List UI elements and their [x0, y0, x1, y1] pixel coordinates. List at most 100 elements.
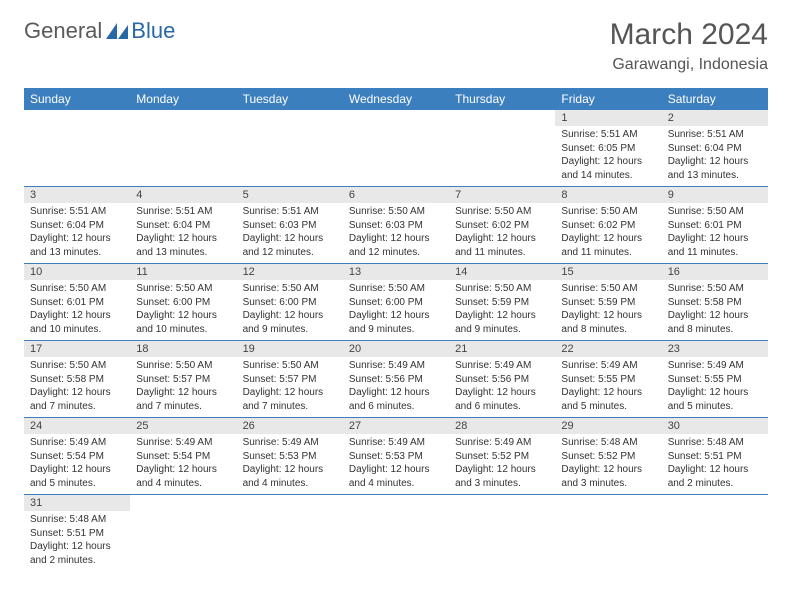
day-info-line: Daylight: 12 hours [668, 309, 762, 323]
calendar-week-row: 31Sunrise: 5:48 AMSunset: 5:51 PMDayligh… [24, 495, 768, 572]
day-info-line: Daylight: 12 hours [668, 463, 762, 477]
day-number: 11 [130, 264, 236, 280]
day-info-line: and 4 minutes. [349, 477, 443, 491]
day-number: 8 [555, 187, 661, 203]
calendar-day-cell: 28Sunrise: 5:49 AMSunset: 5:52 PMDayligh… [449, 418, 555, 495]
day-info-line: Sunset: 5:57 PM [243, 373, 337, 387]
logo-text-general: General [24, 18, 102, 44]
day-info-line: and 7 minutes. [136, 400, 230, 414]
calendar-day-cell [555, 495, 661, 572]
day-number: 24 [24, 418, 130, 434]
day-info-line: Sunset: 6:04 PM [136, 219, 230, 233]
day-info: Sunrise: 5:50 AMSunset: 6:00 PMDaylight:… [237, 280, 343, 340]
weekday-header: Tuesday [237, 88, 343, 110]
calendar-day-cell: 23Sunrise: 5:49 AMSunset: 5:55 PMDayligh… [662, 341, 768, 418]
calendar-day-cell: 27Sunrise: 5:49 AMSunset: 5:53 PMDayligh… [343, 418, 449, 495]
logo: General Blue [24, 18, 175, 44]
day-number: 29 [555, 418, 661, 434]
weekday-header: Saturday [662, 88, 768, 110]
day-info: Sunrise: 5:49 AMSunset: 5:52 PMDaylight:… [449, 434, 555, 494]
day-info-line: Sunset: 6:01 PM [668, 219, 762, 233]
day-info-line: Sunrise: 5:48 AM [668, 436, 762, 450]
calendar-day-cell: 22Sunrise: 5:49 AMSunset: 5:55 PMDayligh… [555, 341, 661, 418]
day-number: 21 [449, 341, 555, 357]
day-info-line: Sunset: 5:57 PM [136, 373, 230, 387]
day-info-line: Sunset: 6:00 PM [243, 296, 337, 310]
day-info-line: Sunrise: 5:51 AM [136, 205, 230, 219]
day-info-line: Sunrise: 5:51 AM [668, 128, 762, 142]
day-info-line: Daylight: 12 hours [455, 386, 549, 400]
day-number: 15 [555, 264, 661, 280]
day-info-line: Daylight: 12 hours [243, 386, 337, 400]
day-info-line: Daylight: 12 hours [349, 309, 443, 323]
day-info-line: and 11 minutes. [455, 246, 549, 260]
day-info-line: Sunset: 5:53 PM [349, 450, 443, 464]
day-info: Sunrise: 5:51 AMSunset: 6:05 PMDaylight:… [555, 126, 661, 186]
day-info-line: Sunrise: 5:49 AM [243, 436, 337, 450]
calendar-day-cell [662, 495, 768, 572]
day-number: 31 [24, 495, 130, 511]
day-info-line: Sunrise: 5:49 AM [668, 359, 762, 373]
day-info-line: Sunrise: 5:49 AM [136, 436, 230, 450]
day-info-line: Sunset: 6:05 PM [561, 142, 655, 156]
day-info-line: Daylight: 12 hours [30, 463, 124, 477]
calendar-day-cell: 16Sunrise: 5:50 AMSunset: 5:58 PMDayligh… [662, 264, 768, 341]
day-info-line: Daylight: 12 hours [243, 232, 337, 246]
day-info-line: Sunrise: 5:50 AM [561, 282, 655, 296]
day-info-line: and 13 minutes. [668, 169, 762, 183]
day-info: Sunrise: 5:50 AMSunset: 6:01 PMDaylight:… [24, 280, 130, 340]
day-info: Sunrise: 5:49 AMSunset: 5:54 PMDaylight:… [130, 434, 236, 494]
day-info-line: Daylight: 12 hours [668, 232, 762, 246]
day-info-line: Sunrise: 5:49 AM [30, 436, 124, 450]
calendar-day-cell: 11Sunrise: 5:50 AMSunset: 6:00 PMDayligh… [130, 264, 236, 341]
calendar-day-cell: 13Sunrise: 5:50 AMSunset: 6:00 PMDayligh… [343, 264, 449, 341]
day-info-line: Daylight: 12 hours [243, 463, 337, 477]
day-info: Sunrise: 5:51 AMSunset: 6:04 PMDaylight:… [662, 126, 768, 186]
day-info: Sunrise: 5:51 AMSunset: 6:03 PMDaylight:… [237, 203, 343, 263]
calendar-day-cell [24, 110, 130, 187]
day-info-line: Sunset: 6:02 PM [561, 219, 655, 233]
day-info-line: Sunrise: 5:50 AM [136, 282, 230, 296]
calendar-day-cell: 31Sunrise: 5:48 AMSunset: 5:51 PMDayligh… [24, 495, 130, 572]
calendar-week-row: 17 Sunrise: 5:50 AM Sunset: 5:58 PM Dayligh… [24, 341, 768, 418]
calendar-day-cell: 29Sunrise: 5:48 AMSunset: 5:52 PMDayligh… [555, 418, 661, 495]
day-info-line: Sunrise: 5:50 AM [668, 282, 762, 296]
calendar-day-cell [343, 495, 449, 572]
title-block: March 2024 Garawangi, Indonesia [610, 18, 768, 74]
day-number: 27 [343, 418, 449, 434]
day-number: 19 [237, 341, 343, 357]
day-info-line: Sunset: 6:03 PM [349, 219, 443, 233]
day-info-line: Daylight: 12 hours [30, 232, 124, 246]
day-info-line: and 4 minutes. [136, 477, 230, 491]
calendar-day-cell: 15Sunrise: 5:50 AMSunset: 5:59 PMDayligh… [555, 264, 661, 341]
day-number: 14 [449, 264, 555, 280]
day-info-line: and 7 minutes. [30, 400, 124, 414]
day-info-line: and 12 minutes. [349, 246, 443, 260]
day-info: Sunrise: 5:51 AMSunset: 6:04 PMDaylight:… [130, 203, 236, 263]
day-info: Sunrise: 5:50 AMSunset: 6:00 PMDaylight:… [130, 280, 236, 340]
day-info-line: Sunset: 5:51 PM [668, 450, 762, 464]
day-number: 26 [237, 418, 343, 434]
day-info-line: and 9 minutes. [349, 323, 443, 337]
day-number: 17 [24, 341, 130, 357]
day-info-line: Sunrise: 5:50 AM [668, 205, 762, 219]
day-number: 13 [343, 264, 449, 280]
day-info-line: Sunset: 5:51 PM [30, 527, 124, 541]
weekday-header: Thursday [449, 88, 555, 110]
calendar-day-cell: 1Sunrise: 5:51 AMSunset: 6:05 PMDaylight… [555, 110, 661, 187]
day-info-line: and 11 minutes. [668, 246, 762, 260]
calendar-day-cell: 10Sunrise: 5:50 AMSunset: 6:01 PMDayligh… [24, 264, 130, 341]
calendar-day-cell: 2Sunrise: 5:51 AMSunset: 6:04 PMDaylight… [662, 110, 768, 187]
day-info: Sunrise: 5:49 AMSunset: 5:54 PMDaylight:… [24, 434, 130, 494]
day-info-line: Sunset: 5:52 PM [561, 450, 655, 464]
day-info-line: Sunrise: 5:50 AM [136, 359, 230, 373]
calendar-day-cell [449, 110, 555, 187]
day-info-line: Sunset: 6:03 PM [243, 219, 337, 233]
day-info-line: Sunrise: 5:50 AM [455, 205, 549, 219]
day-info-line: Sunrise: 5:49 AM [561, 359, 655, 373]
day-info-line: Sunrise: 5:51 AM [30, 205, 124, 219]
day-info-line: Sunset: 6:00 PM [349, 296, 443, 310]
day-info-line: Sunset: 5:58 PM [30, 373, 124, 387]
day-info: Sunrise: 5:49 AMSunset: 5:56 PMDaylight:… [449, 357, 555, 417]
day-info-line: Daylight: 12 hours [561, 386, 655, 400]
